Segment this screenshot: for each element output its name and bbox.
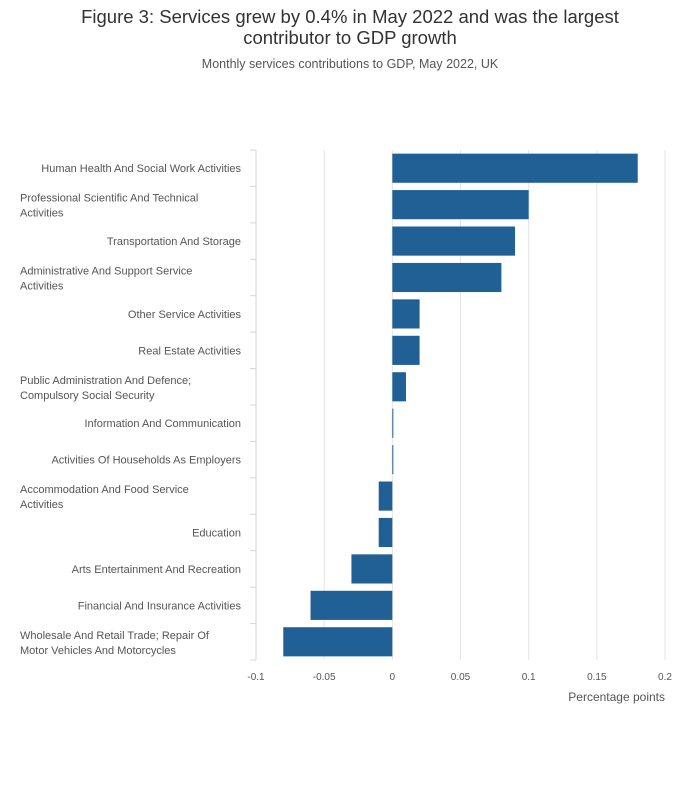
category-label: Transportation And Storage (107, 236, 241, 248)
bar (392, 372, 406, 402)
bars (283, 153, 638, 657)
category-label: Accommodation And Food Service Activities (20, 484, 189, 511)
bar (378, 517, 393, 548)
x-tick-label: 0.2 (658, 672, 672, 683)
bar (310, 590, 393, 620)
chart-title-line-2: contributor to GDP growth (243, 27, 457, 48)
category-label: Other Service Activities (128, 309, 242, 321)
x-tick-label: -0.1 (247, 672, 265, 683)
bar (392, 262, 502, 293)
bar (392, 335, 420, 365)
category-label: Information And Communication (84, 418, 241, 430)
category-label: Financial And Insurance Activities (78, 600, 242, 612)
chart-title: Figure 3: Services grew by 0.4% in May 2… (0, 6, 700, 48)
category-label: Education (192, 528, 241, 540)
chart-title-line-1: Figure 3: Services grew by 0.4% in May 2… (81, 6, 619, 27)
category-label: Administrative And Support Service Activi… (20, 266, 192, 293)
category-label: Human Health And Social Work Activities (41, 163, 241, 175)
bar (392, 153, 638, 183)
bar (392, 299, 420, 329)
bar (392, 408, 394, 438)
chart-subtitle: Monthly services contributions to GDP, M… (201, 57, 499, 71)
x-tick-label: 0.1 (522, 672, 536, 683)
bar (392, 226, 516, 256)
category-label: Arts Entertainment And Recreation (72, 564, 241, 576)
category-label: Wholesale And Retail Trade; Repair Of Mot… (20, 630, 210, 657)
x-axis-title: Percentage points (568, 690, 665, 704)
x-tick-label: 0 (390, 672, 396, 683)
category-label: Activities Of Households As Employers (51, 455, 241, 467)
x-axis-ticks: -0.1 -0.05 0 0.05 0.1 0.15 0.2 (247, 672, 672, 683)
bar (283, 627, 393, 657)
x-tick-label: 0.15 (587, 672, 607, 683)
bar (392, 445, 394, 475)
category-labels: Human Health And Social Work Activities P… (20, 163, 242, 657)
bar (392, 190, 529, 220)
bar (378, 481, 393, 511)
y-axis (250, 149, 257, 661)
category-label: Public Administration And Defence; Compul… (20, 375, 191, 402)
category-label: Professional Scientific And Technical Act… (20, 193, 198, 220)
bar (351, 554, 393, 584)
x-tick-label: 0.05 (451, 672, 471, 683)
x-tick-label: -0.05 (313, 672, 336, 683)
category-label: Real Estate Activities (138, 345, 241, 357)
